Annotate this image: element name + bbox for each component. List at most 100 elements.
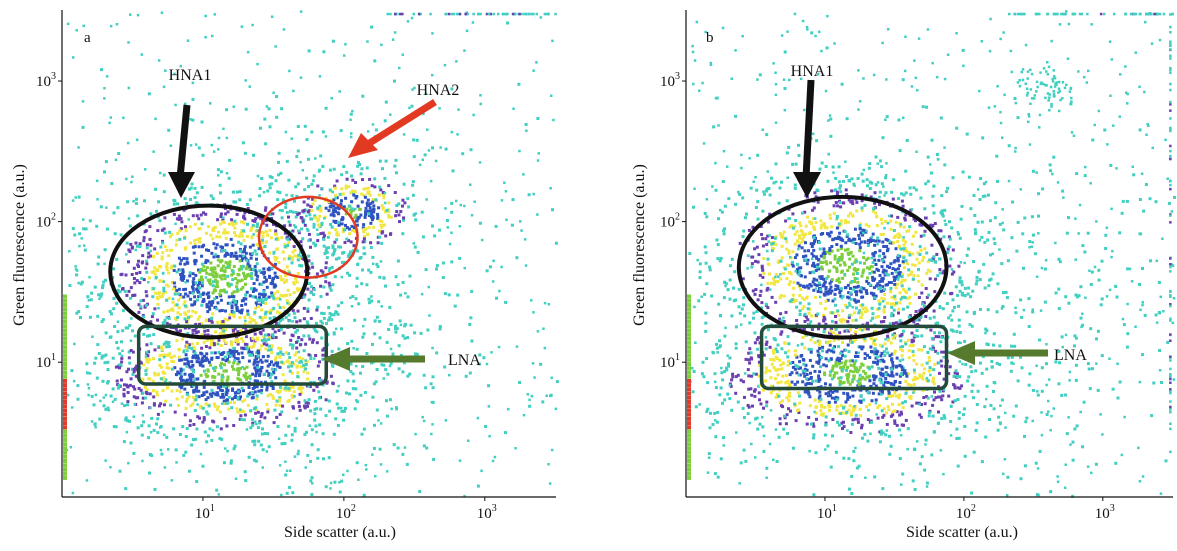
arrow-hna1-shaft xyxy=(180,105,187,178)
density-point xyxy=(141,392,144,395)
density-point xyxy=(303,296,306,299)
density-point xyxy=(311,266,314,269)
density-point xyxy=(961,283,964,286)
density-point xyxy=(804,275,807,278)
density-point xyxy=(723,232,726,235)
density-point xyxy=(308,209,311,212)
density-point xyxy=(497,13,500,16)
density-point xyxy=(757,218,760,221)
density-point xyxy=(933,310,936,313)
density-point xyxy=(372,263,375,266)
density-point xyxy=(205,352,208,355)
density-point xyxy=(295,359,298,362)
density-point xyxy=(401,199,404,202)
density-point xyxy=(893,276,896,279)
density-point xyxy=(237,371,240,374)
density-point xyxy=(254,249,257,252)
density-point xyxy=(229,401,232,404)
density-point xyxy=(841,277,844,280)
density-point xyxy=(920,235,923,238)
density-point xyxy=(832,238,835,241)
density-point xyxy=(334,228,337,231)
density-point xyxy=(75,196,78,199)
density-point xyxy=(250,277,253,280)
density-point xyxy=(781,256,784,259)
density-point xyxy=(322,50,325,53)
density-point xyxy=(931,404,934,407)
density-point xyxy=(195,480,198,483)
density-point xyxy=(857,234,860,237)
density-point xyxy=(148,358,151,361)
density-point xyxy=(365,283,368,286)
density-point xyxy=(274,45,277,48)
density-point xyxy=(549,482,552,485)
density-point xyxy=(98,298,101,301)
density-point xyxy=(264,142,267,145)
density-point xyxy=(866,184,869,187)
density-point xyxy=(894,259,897,262)
density-point xyxy=(769,194,772,197)
density-point xyxy=(186,350,189,353)
density-point xyxy=(892,198,895,201)
density-point xyxy=(378,230,381,233)
density-point xyxy=(373,447,376,450)
density-point xyxy=(105,160,108,163)
density-point xyxy=(270,182,273,185)
density-point xyxy=(879,344,882,347)
density-point xyxy=(243,275,246,278)
density-point xyxy=(325,398,328,401)
density-point xyxy=(149,244,152,247)
density-point xyxy=(287,387,290,390)
density-point xyxy=(157,345,160,348)
density-point xyxy=(185,320,188,323)
density-point xyxy=(266,370,269,373)
density-point xyxy=(285,131,288,134)
density-point xyxy=(365,352,368,355)
density-point xyxy=(720,457,723,460)
density-point xyxy=(149,238,152,241)
density-point xyxy=(89,372,92,375)
density-point xyxy=(255,371,258,374)
density-point xyxy=(901,200,904,203)
density-point xyxy=(864,357,867,360)
density-point xyxy=(917,348,920,351)
density-point xyxy=(902,239,905,242)
density-point xyxy=(344,43,347,46)
density-point xyxy=(872,233,875,236)
density-point xyxy=(835,243,838,246)
density-point xyxy=(242,410,245,413)
density-point xyxy=(239,190,242,193)
density-point xyxy=(459,13,462,16)
density-point xyxy=(889,262,892,265)
density-point xyxy=(394,13,397,16)
density-point xyxy=(181,338,184,341)
density-point xyxy=(103,87,106,90)
density-point xyxy=(916,335,919,338)
density-point xyxy=(262,273,265,276)
density-point xyxy=(949,420,952,423)
density-point xyxy=(993,237,996,240)
density-point xyxy=(145,351,148,354)
density-point xyxy=(288,319,291,322)
density-point xyxy=(398,344,401,347)
density-point xyxy=(858,243,861,246)
density-point xyxy=(195,281,198,284)
density-point xyxy=(905,291,908,294)
density-point xyxy=(283,257,286,260)
density-point xyxy=(260,332,263,335)
density-point xyxy=(223,249,226,252)
density-point xyxy=(117,152,120,155)
density-point xyxy=(236,340,239,343)
density-point xyxy=(889,290,892,293)
density-point xyxy=(98,352,101,355)
density-point xyxy=(397,283,400,286)
density-point xyxy=(133,388,136,391)
density-point xyxy=(273,256,276,259)
density-point xyxy=(919,462,922,465)
density-point xyxy=(309,246,312,249)
density-point xyxy=(286,238,289,241)
density-point xyxy=(308,233,311,236)
density-point xyxy=(386,373,389,376)
density-point xyxy=(903,266,906,269)
density-point xyxy=(332,191,335,194)
